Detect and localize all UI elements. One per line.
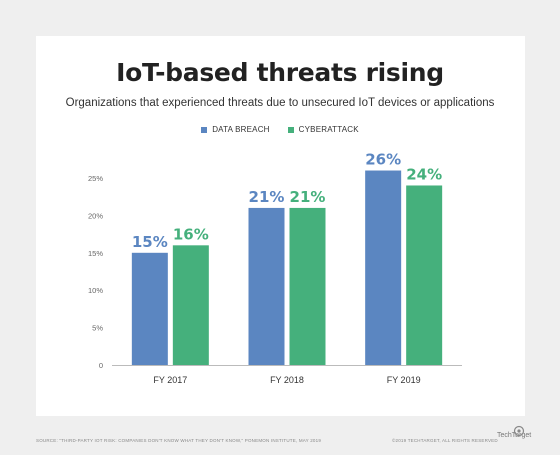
x-tick-label: FY 2019 (387, 375, 421, 385)
brand-name: TechTarget (497, 432, 532, 439)
footer-source: SOURCE: "THIRD-PARTY IOT RISK: COMPANIES… (36, 438, 322, 443)
chart-subtitle: Organizations that experienced threats d… (65, 97, 495, 109)
legend-label-cyberattack: CYBERATTACK (298, 125, 359, 134)
footer-copyright: ©2019 TECHTARGET, ALL RIGHTS RESERVED (392, 438, 498, 443)
chart-title: IoT-based threats rising (116, 58, 444, 87)
data-label: 16% (173, 225, 209, 243)
bar-data-breach (131, 252, 168, 365)
legend-label-data-breach: DATA BREACH (212, 125, 270, 134)
techtarget-logo-icon (513, 425, 525, 436)
data-label: 15% (132, 233, 168, 251)
x-tick-label: FY 2017 (153, 375, 187, 385)
y-tick-label: 20% (88, 211, 103, 220)
data-label: 26% (365, 151, 401, 169)
y-tick-label: 5% (92, 324, 103, 333)
y-tick-label: 15% (88, 249, 103, 258)
x-tick-label: FY 2018 (270, 375, 304, 385)
legend-item-cyberattack: CYBERATTACK (287, 125, 359, 134)
bar-cyberattack (406, 185, 443, 365)
bar-data-breach (365, 170, 402, 365)
data-label: 21% (290, 188, 326, 206)
y-tick-label: 25% (88, 174, 103, 183)
bar-data-breach (248, 207, 285, 365)
legend-item-data-breach: DATA BREACH (201, 125, 269, 134)
y-tick-label: 10% (88, 286, 103, 295)
data-label: 21% (249, 188, 285, 206)
data-label: 24% (406, 165, 442, 183)
bar-cyberattack (172, 245, 209, 365)
y-tick-label: 0 (99, 361, 103, 370)
bar-cyberattack (289, 207, 326, 365)
legend-swatch-data-breach (201, 126, 208, 133)
chart-legend: DATA BREACH CYBERATTACK (0, 125, 560, 134)
legend-swatch-cyberattack (287, 126, 294, 133)
